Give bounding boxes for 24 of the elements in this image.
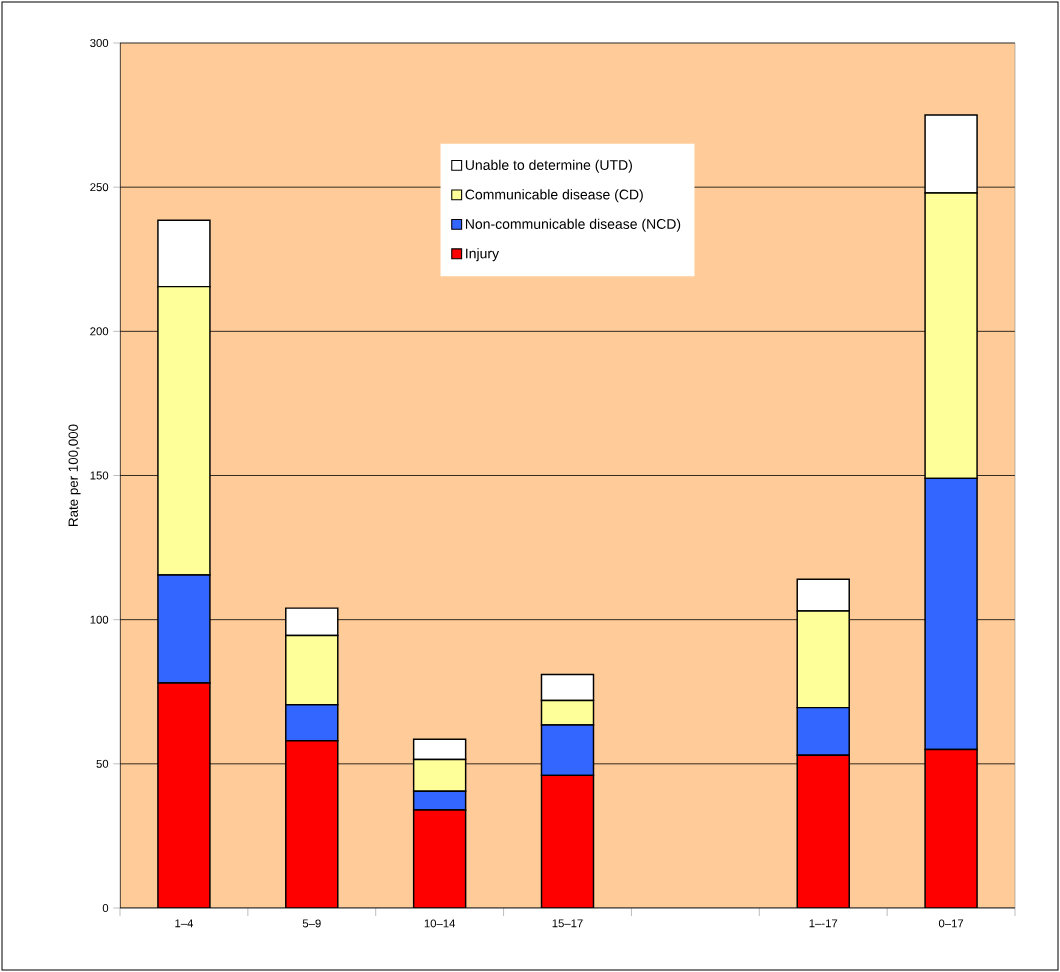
y-tick-label: 200 bbox=[90, 327, 109, 336]
y-tick-label: 150 bbox=[90, 471, 109, 480]
y-tick-label: 0 bbox=[102, 904, 109, 913]
bar bbox=[540, 774, 595, 908]
bar bbox=[157, 682, 211, 908]
x-tick-label: 5–9 bbox=[302, 919, 321, 928]
legend-label: Communicable disease (CD) bbox=[465, 189, 643, 203]
legend-label: Non-communicable disease (NCD) bbox=[465, 218, 681, 232]
bar bbox=[924, 748, 978, 908]
y-tick-label: 50 bbox=[96, 759, 109, 768]
x-tick-label: 0–17 bbox=[938, 919, 964, 928]
legend-label: Unable to determine (UTD) bbox=[465, 159, 632, 173]
legend-label: Injury bbox=[466, 248, 500, 262]
bar bbox=[796, 754, 850, 908]
bar bbox=[412, 809, 467, 908]
y-tick-label: 100 bbox=[90, 615, 109, 624]
x-tick-label: 10–14 bbox=[424, 919, 456, 928]
x-tick-label: 1–-17 bbox=[809, 919, 838, 928]
y-tick-label: 300 bbox=[90, 38, 109, 47]
bar bbox=[285, 740, 339, 908]
y-tick-label: 250 bbox=[90, 183, 109, 192]
x-tick-label: 1–4 bbox=[175, 919, 194, 928]
x-tick-label: 15–17 bbox=[552, 919, 583, 928]
y-axis-title: Rate per 100,000 bbox=[68, 424, 81, 526]
